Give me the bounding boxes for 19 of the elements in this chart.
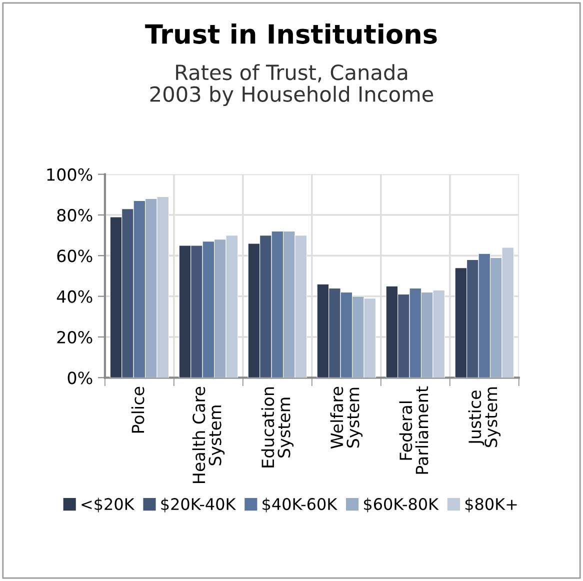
- x-tick-label: Health Care System: [192, 386, 225, 483]
- x-tick-label: Federal Parliament: [399, 386, 428, 474]
- y-tick-label: 40%: [56, 290, 92, 303]
- legend-label: $40K-60K: [262, 498, 338, 512]
- x-tick-label: Police: [131, 386, 144, 433]
- y-tick-label: 100%: [47, 168, 92, 181]
- legend-label: $80K+: [465, 498, 517, 512]
- legend-label: <$20K: [82, 498, 135, 512]
- chart-subtitle: Rates of Trust, Canada 2003 by Household Income: [150, 64, 434, 106]
- y-tick-label: 60%: [57, 250, 92, 262]
- x-tick-label: Welfare System: [330, 386, 363, 449]
- legend-label: $60K-80K: [364, 498, 439, 512]
- x-tick-label: Justice System: [468, 387, 501, 448]
- chart-title: Trust in Institutions: [145, 24, 437, 44]
- y-tick-label: 0%: [68, 372, 92, 384]
- y-tick-label: 20%: [57, 330, 92, 344]
- x-tick-label: Education System: [261, 387, 294, 468]
- legend-label: $20K-40K: [161, 498, 236, 512]
- y-tick-label: 80%: [57, 208, 92, 222]
